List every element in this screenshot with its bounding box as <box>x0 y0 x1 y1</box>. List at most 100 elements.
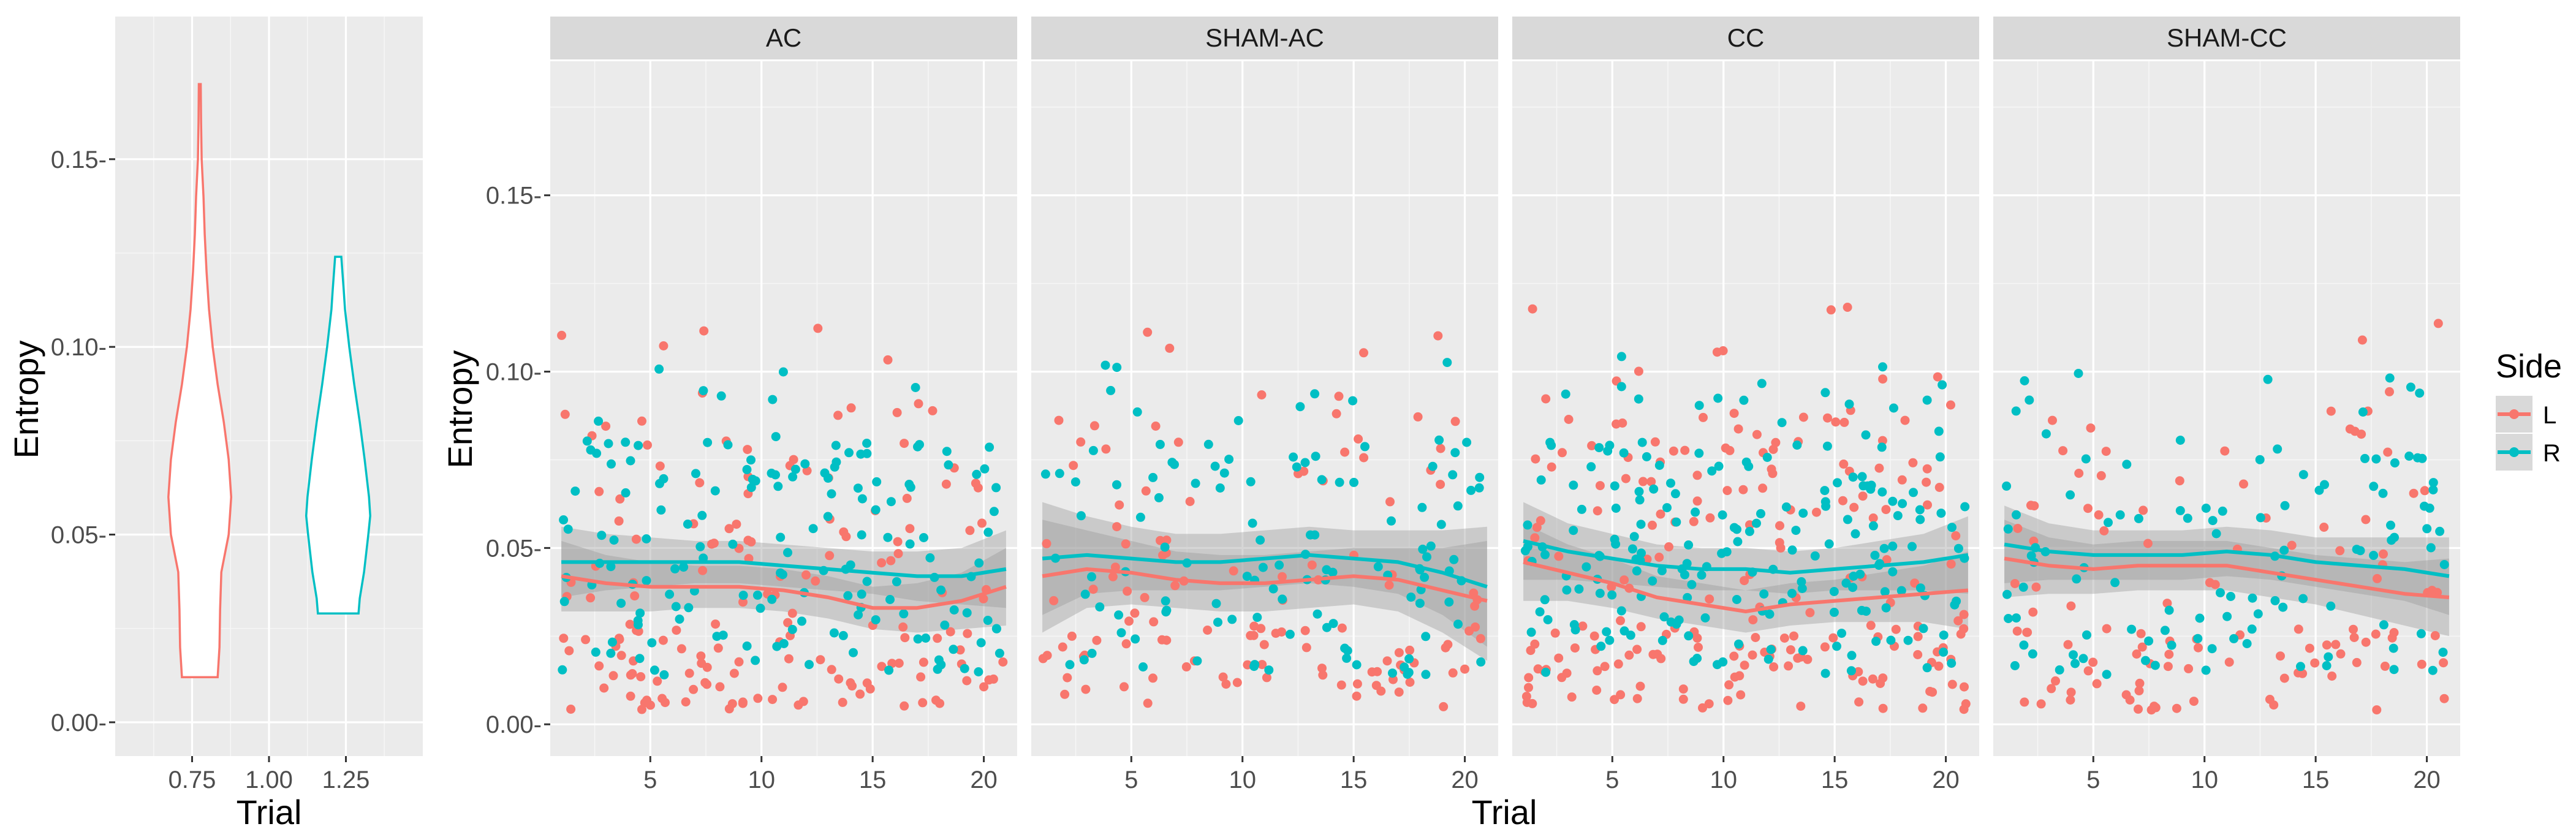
point-r <box>2208 516 2218 526</box>
point-l <box>626 691 635 701</box>
point-l <box>2125 695 2135 705</box>
point-r <box>1219 468 1229 478</box>
point-r <box>960 664 969 673</box>
point-r <box>558 665 567 675</box>
point-r <box>1947 523 1957 532</box>
point-l <box>1092 635 1102 645</box>
point-r <box>1215 483 1225 493</box>
point-r <box>1100 360 1110 370</box>
point-r <box>2010 661 2020 670</box>
point-r <box>905 539 915 549</box>
point-l <box>1088 585 1098 594</box>
point-r <box>1871 637 1881 646</box>
point-r <box>1960 502 1970 512</box>
point-r <box>2025 395 2034 405</box>
point-l <box>1689 516 1699 526</box>
point-r <box>883 532 893 542</box>
point-r <box>606 648 616 658</box>
point-r <box>2066 490 2075 500</box>
point-l <box>659 341 669 350</box>
facet-x-tick-label: 10 <box>1710 766 1737 793</box>
point-r <box>1135 512 1145 522</box>
point-r <box>2298 594 2308 604</box>
point-r <box>2278 602 2288 612</box>
point-r <box>921 634 931 643</box>
point-r <box>1582 562 1591 572</box>
point-r <box>1404 654 1414 664</box>
point-l <box>1257 390 1267 399</box>
point-l <box>637 416 646 426</box>
point-r <box>892 577 901 586</box>
point-l <box>2028 607 2038 617</box>
point-r <box>771 432 781 442</box>
point-l <box>1694 643 1703 652</box>
point-r <box>710 486 720 496</box>
point-r <box>2012 510 2021 520</box>
point-r <box>1545 437 1555 447</box>
point-r <box>1106 385 1116 395</box>
point-r <box>2253 609 2263 619</box>
point-r <box>2183 513 2192 523</box>
facet-x-tick-label: 15 <box>859 766 887 793</box>
point-r <box>1268 584 1278 594</box>
point-r <box>1540 550 1550 559</box>
point-r <box>1683 592 1692 602</box>
point-l <box>661 698 670 708</box>
point-r <box>1851 529 1860 539</box>
point-r <box>1734 639 1743 649</box>
point-l <box>2327 672 2337 681</box>
point-l <box>2031 582 2041 592</box>
point-r <box>2216 588 2225 597</box>
point-r <box>2320 480 2329 490</box>
point-l <box>2047 684 2056 694</box>
point-l <box>1923 500 1932 510</box>
point-r <box>962 608 972 618</box>
point-r <box>1403 670 1412 679</box>
point-l <box>1881 505 1891 515</box>
point-r <box>2004 614 2013 623</box>
point-l <box>1748 650 1757 660</box>
point-r <box>1210 461 1220 471</box>
point-r <box>1417 502 1427 512</box>
point-r <box>1138 662 1148 672</box>
point-l <box>1648 520 1657 530</box>
point-l <box>2194 643 2203 653</box>
point-r <box>1449 554 1459 564</box>
point-r <box>2211 529 2221 539</box>
point-r <box>1256 535 1265 545</box>
point-l <box>1612 419 1621 429</box>
point-r <box>2324 652 2333 662</box>
point-l <box>1249 630 1259 640</box>
point-l <box>1578 621 1588 631</box>
point-l <box>559 634 569 643</box>
facet-sham-cc: SHAM-CC 5 10 15 20 <box>1993 17 2460 793</box>
point-l <box>1140 592 1150 602</box>
point-r <box>1114 610 1124 620</box>
point-r <box>1713 660 1722 670</box>
facet-x-tick-label: 20 <box>1932 766 1960 793</box>
point-l <box>1448 668 1458 678</box>
point-r <box>942 447 952 456</box>
point-r <box>936 585 946 595</box>
point-l <box>1692 496 1702 506</box>
point-r <box>699 386 708 396</box>
point-l <box>1724 680 1734 690</box>
point-l <box>1373 667 1382 676</box>
point-r <box>1896 586 1906 596</box>
point-l <box>988 674 998 684</box>
point-l <box>564 646 574 656</box>
point-r <box>1603 446 1613 456</box>
point-r <box>1310 389 1320 399</box>
point-l <box>2389 628 2399 637</box>
point-l <box>1729 409 1739 418</box>
point-r <box>1250 660 1260 670</box>
point-l <box>1352 691 1362 701</box>
point-l <box>894 659 904 668</box>
point-l <box>2010 579 2020 588</box>
point-r <box>1947 659 1957 668</box>
point-r <box>1295 402 1305 412</box>
point-l <box>2083 666 2093 676</box>
point-r <box>790 464 800 474</box>
point-l <box>838 697 847 707</box>
ribbon-r <box>2004 505 2449 615</box>
